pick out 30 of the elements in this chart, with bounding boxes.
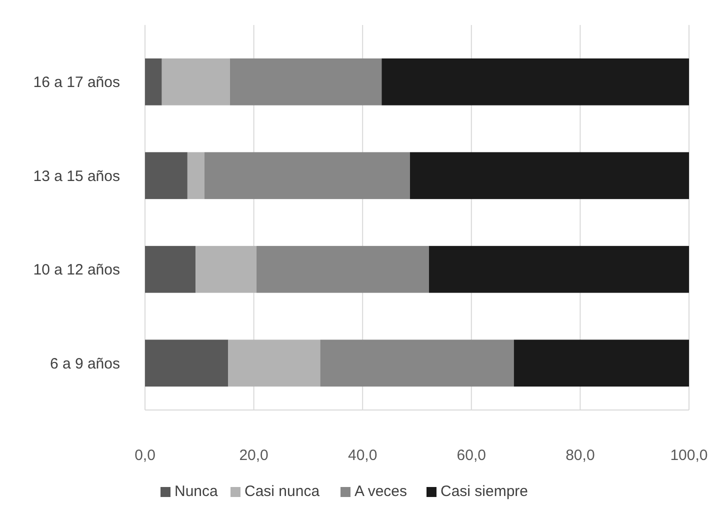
- bar: [428, 246, 689, 293]
- bar: [145, 58, 162, 106]
- bar: [256, 246, 429, 293]
- x-tick-label: 40,0: [348, 447, 378, 464]
- y-tick-label: 10 a 12 años: [33, 262, 120, 279]
- bar: [196, 246, 257, 293]
- x-tick-label: 20,0: [239, 447, 268, 464]
- bar: [145, 340, 228, 387]
- bar: [514, 340, 689, 387]
- x-tick-label: 60,0: [456, 447, 486, 464]
- x-tick-label: 100,0: [670, 447, 708, 464]
- y-tick-label: 16 a 17 años: [33, 74, 120, 92]
- x-tick-label: 0,0: [134, 447, 156, 464]
- bar: [382, 58, 689, 106]
- bar: [162, 58, 230, 106]
- bar: [320, 340, 514, 387]
- bar: [410, 152, 689, 200]
- y-tick-label: 6 a 9 años: [50, 355, 120, 372]
- bar: [228, 340, 320, 387]
- legend-label: Casi siempre: [440, 483, 528, 500]
- bar: [204, 152, 410, 200]
- bar: [145, 152, 188, 200]
- bar: [230, 58, 382, 106]
- legend-label: Nunca: [174, 483, 219, 500]
- bar: [187, 152, 204, 200]
- y-tick-label: 13 a 15 años: [33, 168, 120, 185]
- legend-label: A veces: [354, 483, 408, 500]
- legend-label: Casi nunca: [244, 483, 320, 500]
- bar: [145, 246, 196, 293]
- x-tick-label: 80,0: [566, 447, 595, 464]
